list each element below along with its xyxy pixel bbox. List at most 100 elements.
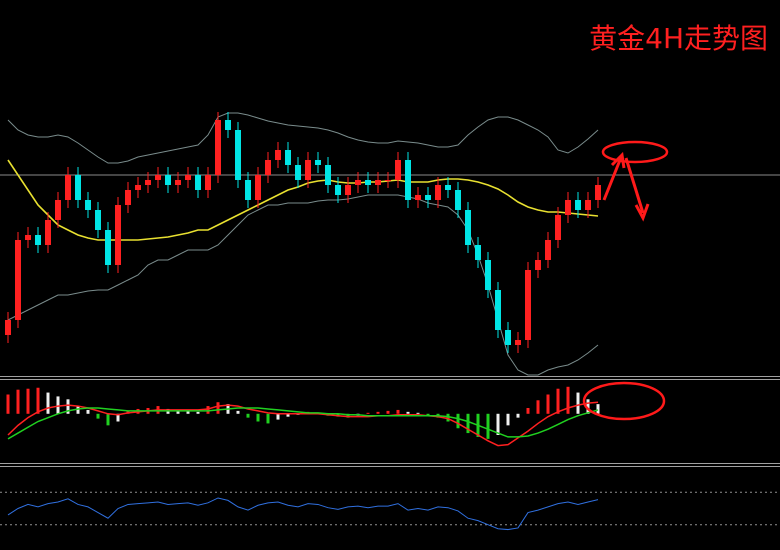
candle-body: [65, 175, 71, 200]
candle-body: [575, 200, 581, 210]
candle-body: [125, 190, 131, 205]
macd-line: [7, 401, 599, 447]
candle-body: [305, 160, 311, 180]
candle-body: [185, 175, 191, 180]
candle-body: [535, 260, 541, 270]
macd-bar: [176, 409, 180, 414]
macd-bar: [56, 396, 60, 414]
macd-bar: [556, 388, 560, 414]
candle-body: [255, 175, 261, 200]
macd-bar: [466, 413, 470, 434]
macd-bar: [66, 399, 70, 414]
candle-body: [435, 185, 441, 200]
chart-title: 黄金4H走势图: [589, 22, 768, 55]
candle-body: [395, 160, 401, 180]
candle-body: [155, 175, 161, 180]
macd-bar: [256, 413, 260, 422]
candle-body: [265, 160, 271, 175]
candle-body: [95, 210, 101, 230]
candle-body: [165, 175, 171, 185]
macd-bar: [206, 406, 210, 414]
candle-body: [275, 150, 281, 160]
candle-body: [495, 290, 501, 330]
macd-bar: [116, 413, 120, 422]
candle-body: [445, 185, 451, 190]
candle-body: [455, 190, 461, 210]
macd-bar: [536, 400, 540, 414]
candle-body: [75, 175, 81, 200]
candle-body: [205, 175, 211, 190]
candle-body: [315, 160, 321, 165]
candle-body: [225, 120, 231, 130]
macd-bar: [386, 410, 390, 414]
candle-body: [295, 165, 301, 180]
candle-body: [405, 160, 411, 200]
macd-bar: [106, 413, 110, 426]
highlight-circle: [601, 140, 669, 164]
candle-body: [235, 130, 241, 180]
macd-bar: [486, 413, 490, 439]
macd-bar: [416, 412, 420, 414]
macd-bar: [546, 394, 550, 414]
candle-body: [215, 120, 221, 175]
candle-body: [485, 260, 491, 290]
macd-bar: [36, 387, 40, 414]
macd-bar: [76, 406, 80, 414]
macd-bar: [576, 392, 580, 414]
candle-body: [335, 185, 341, 195]
candle-body: [35, 235, 41, 245]
macd-bar: [456, 413, 460, 429]
macd-bar: [246, 413, 250, 418]
candle-body: [355, 180, 361, 185]
macd-bar: [6, 394, 10, 414]
macd-bar: [406, 411, 410, 414]
macd-bar: [346, 413, 350, 418]
macd-bar: [396, 409, 400, 414]
macd-bar: [266, 413, 270, 424]
overlay-line: [7, 112, 599, 164]
macd-bar: [566, 386, 570, 414]
candle-body: [545, 240, 551, 260]
candle-body: [345, 185, 351, 195]
candle-body: [385, 180, 391, 181]
candle-body: [415, 195, 421, 200]
macd-bar: [506, 413, 510, 426]
candle-body: [555, 215, 561, 240]
candle-body: [135, 185, 141, 190]
candle-body: [285, 150, 291, 165]
macd-bar: [286, 413, 290, 417]
macd-bar: [526, 408, 530, 414]
macd-bar: [236, 410, 240, 414]
candle-body: [505, 330, 511, 345]
candle-body: [565, 200, 571, 215]
macd-bar: [496, 413, 500, 435]
macd-bar: [516, 413, 520, 418]
candle-body: [5, 320, 11, 335]
macd-bar: [366, 412, 370, 414]
candle-body: [15, 240, 21, 320]
highlight-circle: [582, 381, 666, 421]
macd-bar: [196, 411, 200, 414]
candle-body: [525, 270, 531, 340]
macd-bar: [276, 413, 280, 420]
trend-arrow: [602, 151, 650, 222]
macd-bar: [26, 388, 30, 414]
candle-body: [245, 180, 251, 200]
candle-body: [595, 185, 601, 200]
macd-bar: [46, 392, 50, 414]
macd-bar: [376, 411, 380, 414]
macd-bar: [16, 389, 20, 414]
macd-bar: [586, 399, 590, 414]
macd-bar: [426, 413, 430, 416]
candle-body: [25, 235, 31, 240]
macd-bar: [446, 413, 450, 422]
candle-body: [85, 200, 91, 210]
candle-body: [175, 180, 181, 185]
candle-body: [105, 230, 111, 265]
candle-body: [585, 200, 591, 210]
candle-body: [375, 180, 381, 185]
candle-body: [325, 165, 331, 185]
indicator-line: [7, 497, 599, 531]
candle-body: [145, 180, 151, 185]
